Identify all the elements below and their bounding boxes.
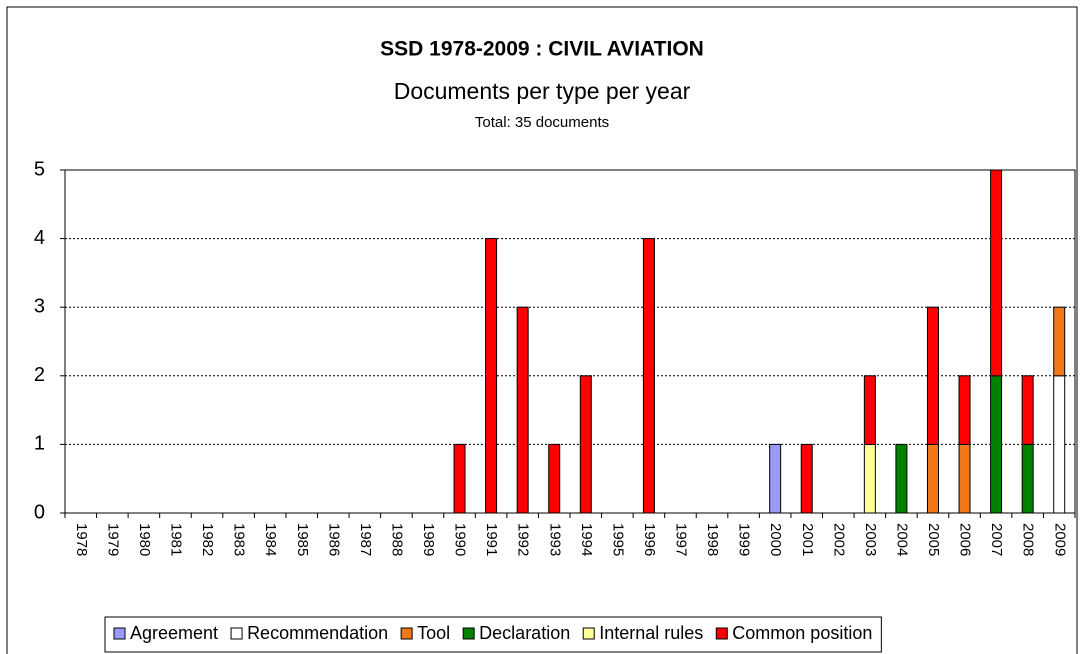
x-tick-label: 1996 xyxy=(641,523,658,556)
legend-swatch xyxy=(400,627,413,640)
bar-segment xyxy=(1021,375,1034,445)
x-tick-label: 1983 xyxy=(231,523,248,556)
bar-segment xyxy=(1053,375,1066,514)
bar-segment xyxy=(926,306,939,445)
bar-segment xyxy=(958,443,971,514)
legend-swatch xyxy=(113,627,126,640)
y-tick-label: 4 xyxy=(34,227,45,249)
legend-swatch xyxy=(462,627,475,640)
legend-label: Common position xyxy=(732,623,872,643)
x-tick-label: 1985 xyxy=(294,523,311,556)
x-tick-label: 1984 xyxy=(262,523,279,556)
bar-segment xyxy=(1053,306,1066,377)
x-tick-label: 1987 xyxy=(357,523,374,556)
bar-segment xyxy=(516,306,529,514)
bar-segment xyxy=(863,375,876,445)
x-tick-label: 2004 xyxy=(893,523,910,556)
y-tick-label: 1 xyxy=(34,433,45,455)
legend-label: Agreement xyxy=(130,623,218,643)
bar-segment xyxy=(895,443,908,514)
bar-segment xyxy=(926,443,939,514)
plot-border xyxy=(64,169,1076,514)
legend-label: Tool xyxy=(417,623,450,643)
x-tick-label: 1992 xyxy=(515,523,532,556)
x-tick-label: 1979 xyxy=(104,523,121,556)
y-tick-label: 5 xyxy=(34,158,45,180)
x-tick-label: 1994 xyxy=(578,523,595,556)
legend-label: Internal rules xyxy=(599,623,703,643)
x-tick-label: 1993 xyxy=(546,523,563,556)
bar-segment xyxy=(642,238,655,514)
bar-segment xyxy=(485,238,498,514)
x-tick-label: 2002 xyxy=(830,523,847,556)
x-tick-label: 1999 xyxy=(736,523,753,556)
legend-swatch xyxy=(582,627,595,640)
bar-segment xyxy=(548,443,561,514)
chart-note: Total: 35 documents xyxy=(475,114,609,131)
chart-subtitle: Documents per type per year xyxy=(394,78,691,104)
chart-title: SSD 1978-2009 : CIVIL AVIATION xyxy=(380,38,704,61)
x-tick-label: 1990 xyxy=(452,523,469,556)
x-tick-label: 1995 xyxy=(609,523,626,556)
x-tick-label: 1991 xyxy=(483,523,500,556)
x-tick-label: 2006 xyxy=(957,523,974,556)
bar-segment xyxy=(800,443,813,514)
bar-segment xyxy=(579,375,592,514)
x-tick-label: 1988 xyxy=(388,523,405,556)
y-tick-label: 3 xyxy=(34,295,45,317)
y-tick-label: 0 xyxy=(34,501,45,523)
legend: Agreement Recommendation Tool Declaration In… xyxy=(104,616,882,653)
bar-segment xyxy=(990,169,1003,377)
legend-swatch xyxy=(715,627,728,640)
x-tick-label: 2009 xyxy=(1051,523,1068,556)
x-tick-label: 1980 xyxy=(136,523,153,556)
legend-label: Recommendation xyxy=(247,623,388,643)
x-tick-label: 2000 xyxy=(767,523,784,556)
x-tick-label: 1997 xyxy=(673,523,690,556)
x-tick-label: 1986 xyxy=(325,523,342,556)
x-tick-label: 1989 xyxy=(420,523,437,556)
x-tick-label: 1978 xyxy=(73,523,90,556)
bar-segment xyxy=(958,375,971,445)
x-tick-label: 1982 xyxy=(199,523,216,556)
bar-segment xyxy=(453,443,466,514)
bar-segment xyxy=(863,443,876,514)
bar-segment xyxy=(769,443,782,514)
bar-segment xyxy=(1021,443,1034,514)
x-tick-label: 1998 xyxy=(704,523,721,556)
legend-swatch xyxy=(230,627,243,640)
x-tick-label: 2007 xyxy=(988,523,1005,556)
legend-label: Declaration xyxy=(479,623,570,643)
x-tick-label: 2008 xyxy=(1020,523,1037,556)
x-tick-label: 2001 xyxy=(799,523,816,556)
y-tick-label: 2 xyxy=(34,364,45,386)
x-tick-label: 2005 xyxy=(925,523,942,556)
plot-area xyxy=(65,170,1075,513)
x-tick-label: 1981 xyxy=(168,523,185,556)
x-tick-label: 2003 xyxy=(862,523,879,556)
bar-segment xyxy=(990,375,1003,514)
